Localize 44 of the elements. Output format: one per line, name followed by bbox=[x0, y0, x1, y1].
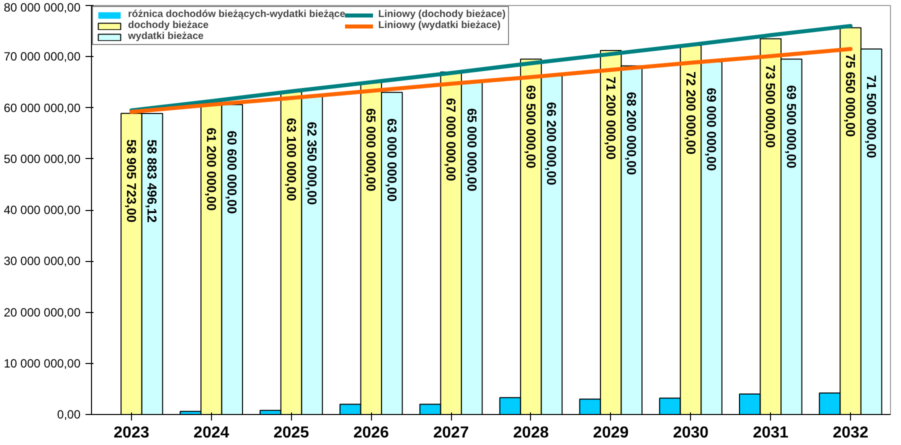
x-tick-label: 2030 bbox=[672, 424, 709, 442]
data-label: 67 000 000,00 bbox=[444, 98, 459, 182]
x-tick-label: 2028 bbox=[513, 424, 549, 442]
data-label: 65 000 000,00 bbox=[464, 108, 480, 192]
y-tick-label: 70 000 000,00 bbox=[4, 50, 81, 64]
data-label: 61 200 000,00 bbox=[204, 128, 219, 211]
x-tick-label: 2032 bbox=[832, 424, 868, 442]
data-label: 72 200 000,00 bbox=[683, 71, 698, 155]
data-label: 60 600 000,00 bbox=[224, 130, 240, 214]
x-tick-label: 2025 bbox=[273, 424, 310, 442]
y-tick-label: 30 000 000,00 bbox=[4, 254, 81, 268]
data-label: 62 350 000,00 bbox=[304, 122, 320, 205]
legend-label: różnica dochodów bieżących-wydatki bieżące bbox=[128, 9, 346, 20]
y-tick-label: 20 000 000,00 bbox=[4, 305, 81, 320]
x-tick-label: 2029 bbox=[593, 424, 629, 442]
y-tick-label: 10 000 000,00 bbox=[4, 356, 81, 370]
data-label: 68 200 000,00 bbox=[624, 92, 640, 175]
data-label: 58 883 496,12 bbox=[144, 139, 160, 223]
data-label: 69 500 000,00 bbox=[523, 85, 538, 168]
data-label: 75 650 000,00 bbox=[843, 54, 858, 137]
data-label: 66 200 000,00 bbox=[544, 102, 560, 186]
legend-label: Liniowy (wydatki bieżace) bbox=[378, 20, 501, 31]
y-tick-label: 0,00 bbox=[57, 408, 81, 422]
y-tick-label: 80 000 000,00 bbox=[4, 0, 81, 14]
legend-label: wydatki bieżace bbox=[128, 31, 204, 42]
data-label: 69 000 000,00 bbox=[704, 88, 720, 171]
legend-label: dochody bieżace bbox=[128, 20, 209, 31]
x-tick-label: 2027 bbox=[433, 424, 469, 442]
data-label: 71 500 000,00 bbox=[864, 74, 879, 158]
data-label: 71 200 000,00 bbox=[603, 76, 618, 160]
data-label: 63 000 000,00 bbox=[384, 118, 400, 202]
legend-label: Liniowy (dochody bieżace) bbox=[378, 9, 506, 20]
data-label: 63 100 000,00 bbox=[284, 118, 299, 202]
y-tick-label: 40 000 000,00 bbox=[4, 203, 81, 217]
y-tick-label: 60 000 000,00 bbox=[4, 100, 81, 115]
x-tick-label: 2024 bbox=[194, 424, 230, 442]
y-tick-label: 50 000 000,00 bbox=[4, 152, 81, 166]
data-label: 69 500 000,00 bbox=[784, 85, 799, 168]
data-label: 73 500 000,00 bbox=[763, 64, 778, 148]
x-tick-label: 2023 bbox=[114, 424, 150, 442]
x-tick-label: 2031 bbox=[752, 424, 789, 442]
data-label: 65 000 000,00 bbox=[364, 108, 379, 192]
data-label: 58 905 723,00 bbox=[124, 139, 139, 222]
x-tick-label: 2026 bbox=[353, 424, 390, 442]
